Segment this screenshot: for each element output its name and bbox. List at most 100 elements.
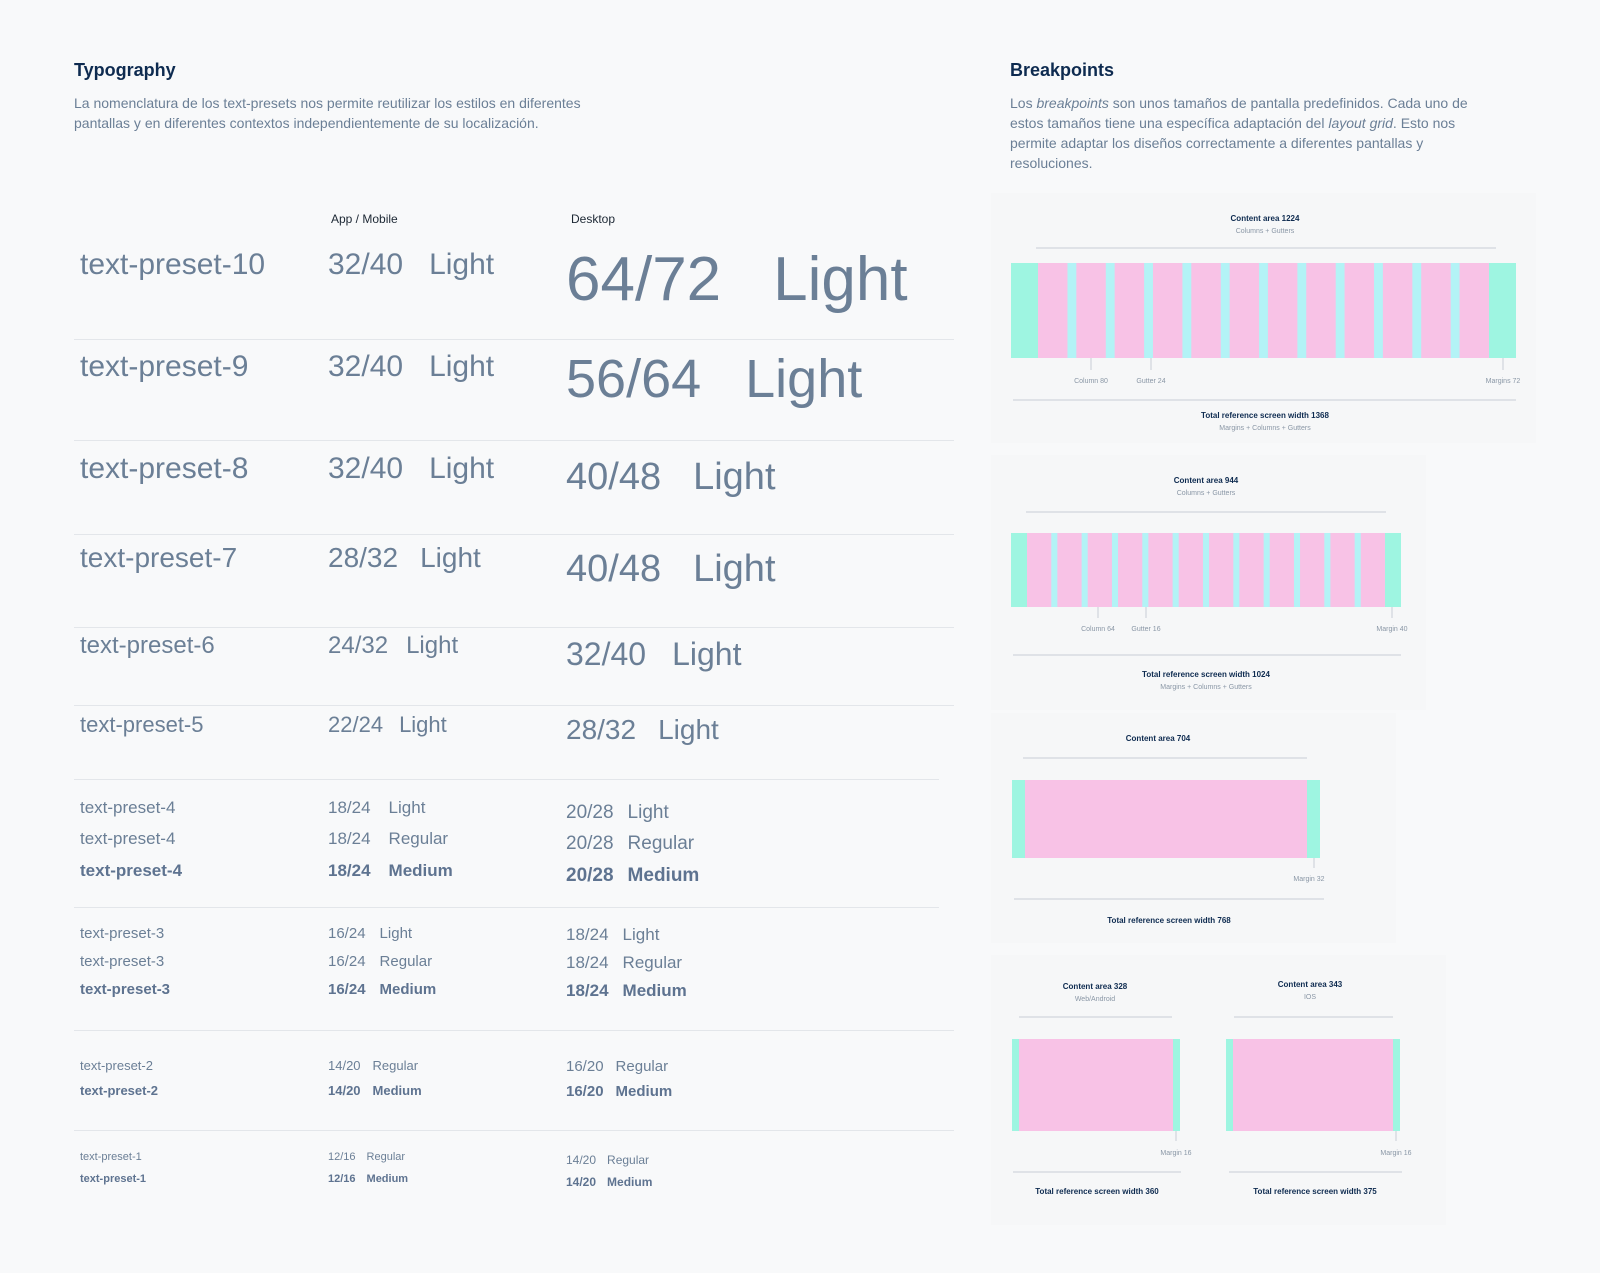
content-area-sub: Web/Android xyxy=(1075,996,1115,1003)
preset-name: text-preset-2 xyxy=(80,1058,153,1073)
content-area-label: Content area 343 xyxy=(1278,980,1343,989)
app-weight: Medium xyxy=(388,861,453,880)
preset-row: text-preset-2 14/20 Medium 16/20 Medium xyxy=(74,1083,954,1107)
app-size: 18/24 xyxy=(328,798,371,817)
gutter-label: Gutter 16 xyxy=(1131,626,1160,633)
app-weight: Light xyxy=(429,248,495,281)
app-weight: Regular xyxy=(388,829,449,848)
grid-gutter xyxy=(1233,533,1240,607)
desktop-weight: Light xyxy=(773,245,908,314)
typography-title: Typography xyxy=(74,60,176,80)
desktop-weight: Medium xyxy=(622,981,687,1000)
desktop-size: 18/24 xyxy=(566,953,609,972)
app-size: 12/16 xyxy=(328,1173,356,1185)
desktop-spec: 20/28 Regular xyxy=(566,833,694,855)
grid-gutter xyxy=(1297,263,1307,358)
row-divider xyxy=(74,779,939,780)
breakpoint-768: Content area 704 Margin 32 Total reference… xyxy=(991,713,1396,943)
total-width-sub: Margins + Columns + Gutters xyxy=(1219,425,1311,432)
desktop-weight: Light xyxy=(693,456,776,498)
desktop-spec: 16/20 Medium xyxy=(566,1083,672,1100)
preset-name: text-preset-4 xyxy=(80,861,183,880)
grid-gutter xyxy=(1142,533,1149,607)
preset-name: text-preset-8 xyxy=(80,452,249,485)
desktop-spec: 18/24 Medium xyxy=(566,981,687,1001)
margin-label: Margin 16 xyxy=(1380,1150,1411,1157)
breakpoint-mobile: Content area 328 Web/Android Margin 16 Tota… xyxy=(991,955,1446,1225)
app-spec: 12/16 Medium xyxy=(328,1173,408,1185)
diagram-svg: Content area 1224 Columns + Gutters Column… xyxy=(1011,214,1521,432)
desktop-weight: Regular xyxy=(607,1153,650,1167)
desktop-spec: 14/20 Regular xyxy=(566,1153,649,1167)
desktop-weight: Light xyxy=(745,349,863,409)
desktop-spec: 32/40 Light xyxy=(566,636,741,673)
content-area-label: Content area 328 xyxy=(1063,982,1128,991)
app-weight: Light xyxy=(429,452,495,485)
preset-row: text-preset-6 24/32 Light 32/40 Light xyxy=(74,632,954,692)
margin-label: Margin 16 xyxy=(1160,1150,1191,1157)
desktop-weight: Light xyxy=(622,925,660,944)
preset-row: text-preset-4 18/24 Medium 20/28 Medium xyxy=(74,861,954,886)
app-weight: Light xyxy=(406,632,459,659)
app-spec: 16/24 Light xyxy=(328,925,412,942)
desktop-spec: 16/20 Regular xyxy=(566,1058,668,1075)
margin-label: Margins 72 xyxy=(1486,378,1521,385)
app-weight: Light xyxy=(429,350,495,383)
grid-gutter xyxy=(1182,263,1192,358)
preset-name: text-preset-5 xyxy=(80,712,204,737)
total-width-sub: Margins + Columns + Gutters xyxy=(1160,684,1252,691)
breakpoints-desc-emphasis: layout grid xyxy=(1328,115,1393,131)
content-area-sub: Columns + Gutters xyxy=(1177,490,1236,497)
grid-gutter xyxy=(1293,533,1301,607)
grid-content xyxy=(1233,1039,1393,1131)
app-size: 18/24 xyxy=(328,829,371,848)
preset-name: text-preset-1 xyxy=(80,1173,147,1185)
column-label: Column 80 xyxy=(1074,378,1108,385)
diagram-svg: Content area 944 Columns + Gutters Column … xyxy=(1011,476,1408,691)
app-size: 32/40 xyxy=(328,350,404,383)
app-weight: Light xyxy=(388,798,426,817)
desktop-weight: Light xyxy=(693,548,776,590)
desktop-size: 64/72 xyxy=(566,245,722,314)
desktop-spec: 20/28 Light xyxy=(566,802,669,824)
desktop-size: 40/48 xyxy=(566,548,662,590)
desktop-spec: 18/24 Regular xyxy=(566,953,682,973)
breakpoints-desc-emphasis: breakpoints xyxy=(1036,95,1109,111)
desktop-weight: Regular xyxy=(615,1058,669,1075)
app-spec: 22/24 Light xyxy=(328,712,447,738)
app-size: 16/24 xyxy=(328,953,366,970)
app-size: 18/24 xyxy=(328,861,371,880)
grid-gutter xyxy=(1067,263,1077,358)
row-divider xyxy=(74,1030,954,1031)
desktop-spec: 56/64 Light xyxy=(566,348,862,410)
app-weight: Regular xyxy=(372,1058,419,1073)
preset-name: text-preset-4 xyxy=(80,829,176,848)
app-spec: 16/24 Medium xyxy=(328,981,436,998)
desktop-spec: 40/48 Light xyxy=(566,456,776,499)
app-spec: 32/40 Light xyxy=(328,452,494,486)
preset-name: text-preset-7 xyxy=(80,542,238,573)
grid-gutter xyxy=(1450,263,1460,358)
app-spec: 28/32 Light xyxy=(328,542,481,574)
app-weight: Light xyxy=(420,542,481,573)
app-spec: 24/32 Light xyxy=(328,632,458,660)
preset-name: text-preset-4 xyxy=(80,798,176,817)
desktop-weight: Regular xyxy=(622,953,683,972)
desktop-weight: Medium xyxy=(607,1175,653,1189)
grid-gutter xyxy=(1105,263,1115,358)
preset-row: text-preset-4 18/24 Regular 20/28 Regular xyxy=(74,829,954,855)
preset-name: text-preset-6 xyxy=(80,632,215,659)
breakpoints-description: Los breakpoints son unos tamaños de pant… xyxy=(1010,93,1490,173)
breakpoint-1024: Content area 944 Columns + Gutters Column … xyxy=(991,455,1426,710)
preset-name: text-preset-3 xyxy=(80,925,165,942)
app-size: 28/32 xyxy=(328,542,399,573)
diagram-svg: Content area 704 Margin 32 Total reference… xyxy=(1012,734,1325,925)
margin-label: Margin 40 xyxy=(1376,626,1407,633)
column-label: Column 64 xyxy=(1081,626,1115,633)
app-size: 24/32 xyxy=(328,632,389,659)
app-weight: Light xyxy=(399,712,447,737)
breakpoint-1368: Content area 1224 Columns + Gutters Column… xyxy=(991,193,1536,443)
gutter-label: Gutter 24 xyxy=(1136,378,1165,385)
grid-gutter xyxy=(1081,533,1088,607)
preset-row: text-preset-10 32/40 Light 64/72 Light xyxy=(74,245,954,314)
